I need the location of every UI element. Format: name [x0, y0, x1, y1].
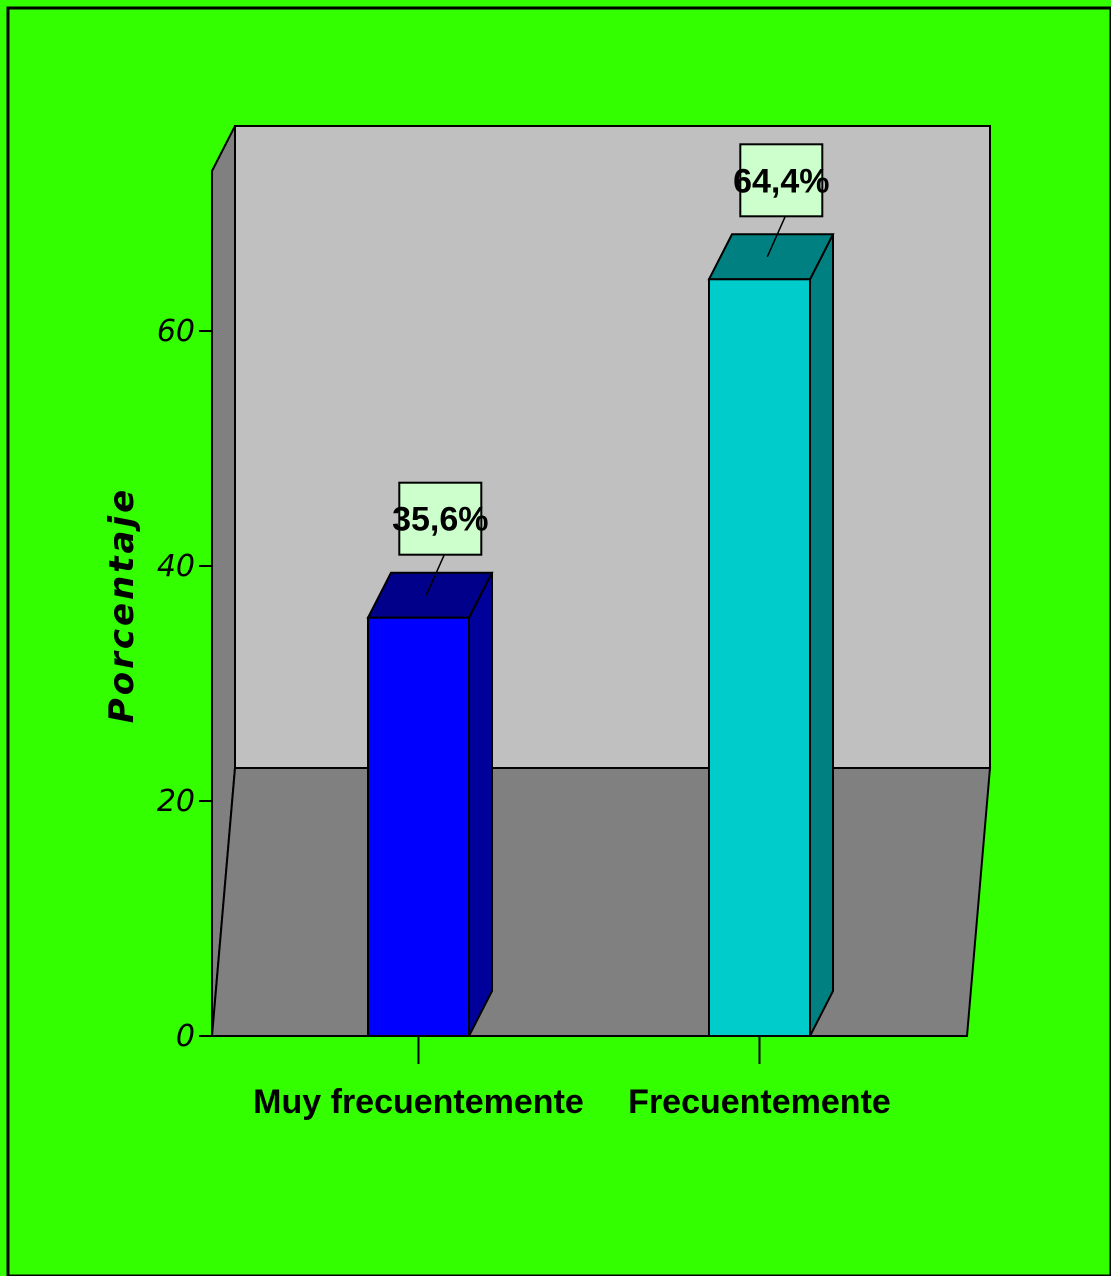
data-label: 64,4% — [733, 162, 829, 200]
bar-side — [468, 572, 493, 1037]
data-label-box — [739, 143, 824, 218]
x-tick-label: Frecuentemente — [628, 1083, 891, 1121]
x-tick-label: Muy frecuentemente — [253, 1083, 584, 1121]
y-tick-label: 40 — [157, 549, 195, 584]
y-tick-label: 60 — [157, 314, 195, 349]
bar — [708, 278, 811, 1037]
bars: 35,6% 64,4% — [366, 143, 835, 1037]
data-label-box — [398, 481, 483, 556]
bar-top — [366, 571, 494, 619]
y-tick-label: 20 — [157, 784, 195, 819]
bar-top — [707, 233, 835, 281]
plot-back-wall — [234, 125, 991, 769]
data-label: 35,6% — [392, 501, 488, 539]
data-label-leader — [766, 215, 786, 258]
bar-side — [809, 233, 834, 1037]
bar — [367, 616, 470, 1037]
data-label-leader — [425, 554, 445, 596]
chart-border — [6, 6, 1111, 1276]
y-axis: 0 20 40 60 — [157, 171, 213, 1054]
plot-floor — [210, 767, 992, 1037]
x-axis: Muy frecuentemente Frecuentemente — [212, 1035, 967, 1121]
y-axis-title: Porcentaje — [102, 487, 142, 723]
y-tick-label: 0 — [176, 1019, 195, 1054]
